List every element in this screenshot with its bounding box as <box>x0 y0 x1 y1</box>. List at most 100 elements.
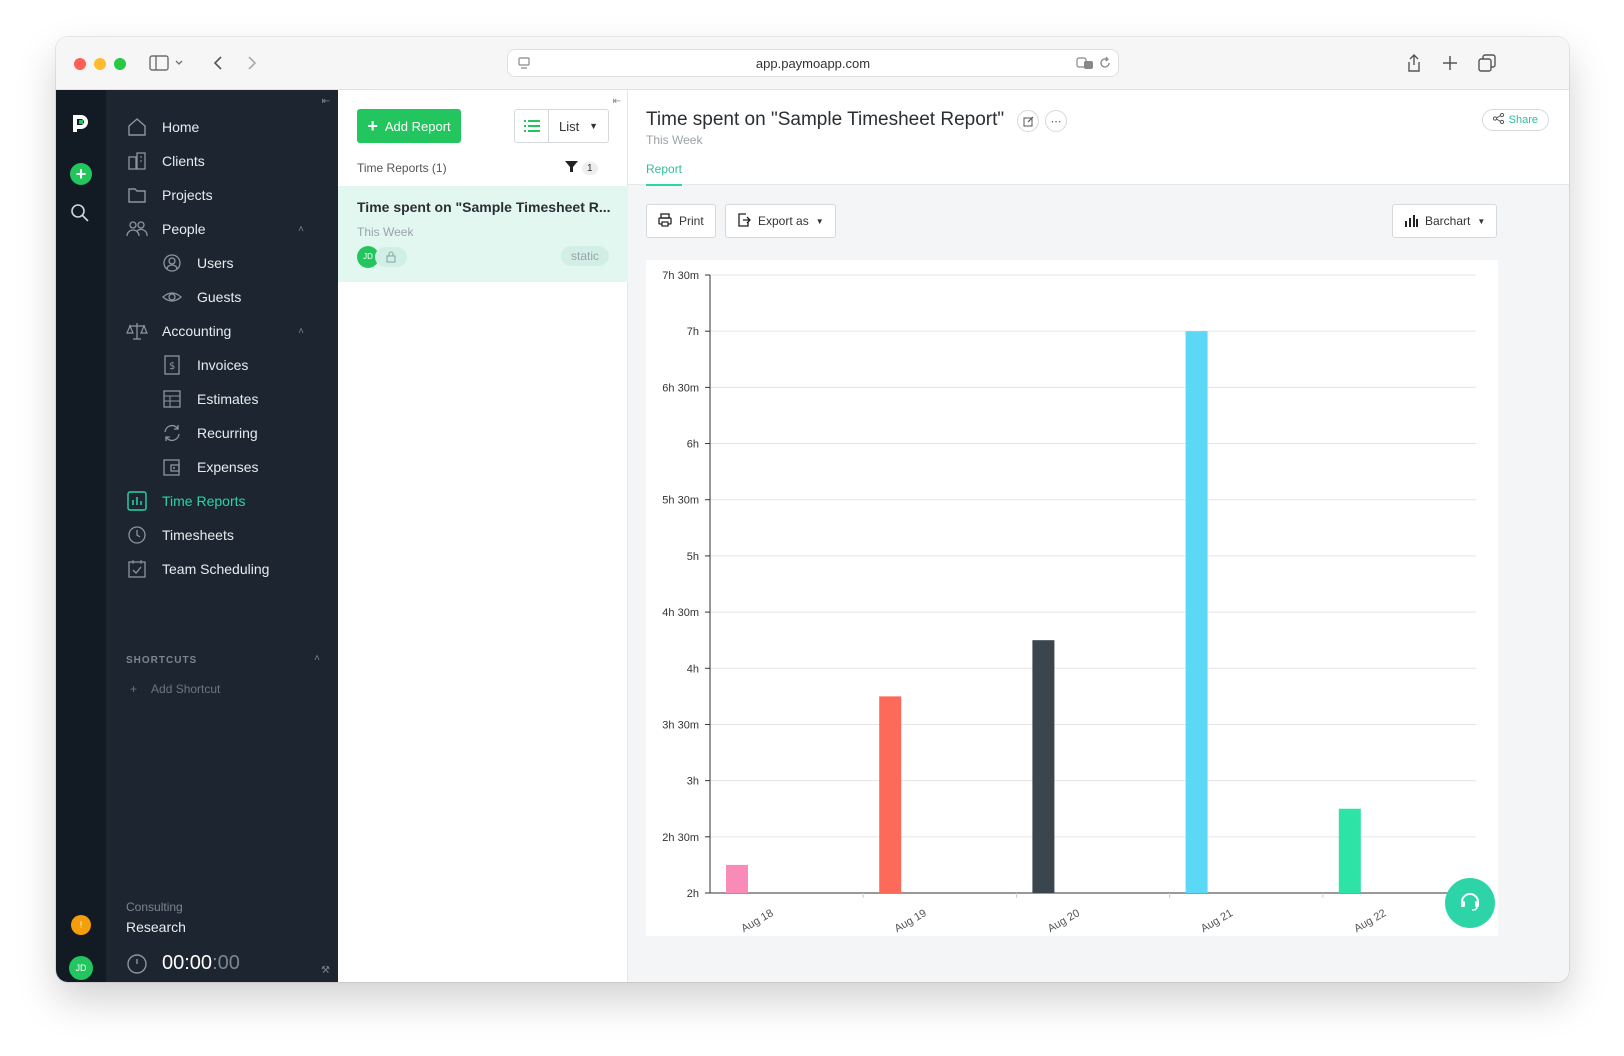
eye-icon <box>161 286 183 308</box>
share-button[interactable]: Share <box>1481 109 1549 131</box>
reports-list-panel: ⇤ + Add Report List ▼ Time Reports (1) 1… <box>338 90 628 982</box>
nav-item-label: Home <box>162 119 200 135</box>
minimize-window-button[interactable] <box>94 58 106 70</box>
share-page-icon[interactable] <box>1403 51 1425 75</box>
tracker-project[interactable]: Consulting <box>126 900 183 914</box>
add-shortcut-label: Add Shortcut <box>151 682 221 696</box>
icon-rail: + ! JD <box>56 90 106 982</box>
y-tick-label: 6h <box>687 439 699 451</box>
x-tick-label: Aug 18 <box>739 907 775 935</box>
filter-button[interactable]: 1 <box>565 160 598 176</box>
translate-icon[interactable] <box>1076 56 1094 73</box>
chart-container: 2h 2h 30m 3h 3h 30m 4h 4h 30m 5h 5h 30m 6h 6h 30m… <box>646 260 1498 936</box>
nav-item-label: People <box>162 221 206 237</box>
export-icon <box>737 212 751 230</box>
add-report-button[interactable]: + Add Report <box>357 109 461 143</box>
quick-add-button[interactable]: + <box>70 163 92 185</box>
browser-toolbar: app.paymoapp.com <box>56 37 1569 90</box>
nav-item-recurring[interactable]: Recurring <box>161 420 258 446</box>
nav-item-label: Projects <box>162 187 213 203</box>
print-label: Print <box>679 214 704 228</box>
nav-item-home[interactable]: Home <box>126 114 199 140</box>
page-info-icon[interactable] <box>517 56 531 73</box>
nav-item-invoices[interactable]: $ Invoices <box>161 352 248 378</box>
time-tracker[interactable]: 00:00:00 <box>126 952 240 975</box>
sidebar-toggle-icon[interactable] <box>148 51 186 75</box>
stopwatch-icon[interactable] <box>126 953 148 975</box>
tab-overview-icon[interactable] <box>1476 51 1498 75</box>
nav-item-label: Expenses <box>197 459 259 475</box>
address-bar[interactable]: app.paymoapp.com <box>507 49 1119 77</box>
nav-item-people[interactable]: People ˄ <box>126 216 322 242</box>
x-tick-label: Aug 20 <box>1046 907 1082 935</box>
nav-item-timesheets[interactable]: Timesheets <box>126 522 234 548</box>
report-list-item[interactable]: Time spent on "Sample Timesheet R... Thi… <box>338 186 628 282</box>
caret-down-icon: ▼ <box>1477 216 1486 226</box>
nav-item-label: Users <box>197 255 234 271</box>
back-icon[interactable] <box>208 51 228 75</box>
collapse-list-icon[interactable]: ⇤ <box>612 96 621 107</box>
paymo-logo-icon[interactable] <box>69 111 93 135</box>
x-tick-label: Aug 21 <box>1199 907 1235 935</box>
nav-item-projects[interactable]: Projects <box>126 182 213 208</box>
edit-icon[interactable] <box>1017 110 1039 132</box>
export-dropdown[interactable]: Export as ▼ <box>725 204 836 238</box>
nav-item-users[interactable]: Users <box>161 250 234 276</box>
view-mode-select[interactable]: List ▼ <box>514 109 609 143</box>
bar-chart-icon <box>1404 213 1418 230</box>
more-options-icon[interactable]: ⋯ <box>1045 110 1067 132</box>
nav-item-label: Recurring <box>197 425 258 441</box>
nav-item-clients[interactable]: Clients <box>126 148 205 174</box>
share-icon <box>1492 112 1504 127</box>
report-period: This Week <box>357 225 414 239</box>
nav-item-team-scheduling[interactable]: Team Scheduling <box>126 556 269 582</box>
forward-icon[interactable] <box>242 51 262 75</box>
funnel-icon <box>565 160 578 176</box>
search-icon[interactable] <box>70 203 90 228</box>
y-tick-label: 4h <box>687 663 699 675</box>
filter-count: 1 <box>582 161 598 175</box>
bar <box>1185 331 1208 893</box>
printer-icon <box>658 212 672 230</box>
invoice-icon: $ <box>161 354 183 376</box>
nav-item-label: Timesheets <box>162 527 234 543</box>
notification-badge[interactable]: ! <box>71 915 91 935</box>
bar <box>879 696 902 893</box>
page-subtitle: This Week <box>646 133 703 147</box>
tab-report[interactable]: Report <box>646 162 683 186</box>
chevron-up-icon[interactable]: ˄ <box>298 325 304 337</box>
user-avatar[interactable]: JD <box>69 956 93 980</box>
user-icon <box>161 252 183 274</box>
report-title: Time spent on "Sample Timesheet R... <box>357 199 611 215</box>
help-chat-button[interactable] <box>1445 878 1495 928</box>
page-title: Time spent on "Sample Timesheet Report" <box>646 109 1005 130</box>
zoom-window-button[interactable] <box>114 58 126 70</box>
owner-avatar: JD <box>357 246 379 268</box>
add-shortcut-button[interactable]: + Add Shortcut <box>130 682 220 696</box>
tracker-task[interactable]: Research <box>126 919 186 935</box>
timer-value: 00:00 <box>162 952 213 974</box>
close-window-button[interactable] <box>74 58 86 70</box>
collapse-nav-icon[interactable]: ⇤ <box>321 96 330 107</box>
nav-item-time-reports[interactable]: Time Reports <box>126 488 246 514</box>
nav-item-estimates[interactable]: Estimates <box>161 386 258 412</box>
print-button[interactable]: Print <box>646 204 716 238</box>
wallet-icon <box>161 456 183 478</box>
x-tick-label: Aug 22 <box>1352 907 1388 935</box>
chevron-up-icon[interactable]: ˄ <box>298 223 304 235</box>
nav-item-accounting[interactable]: Accounting ˄ <box>126 318 322 344</box>
list-view-icon[interactable] <box>515 110 549 142</box>
url-text[interactable]: app.paymoapp.com <box>755 55 871 71</box>
new-tab-icon[interactable] <box>1439 51 1461 75</box>
bar-chart: 2h 2h 30m 3h 3h 30m 4h 4h 30m 5h 5h 30m 6h 6h 30m… <box>662 270 1477 935</box>
nav-item-label: Time Reports <box>162 493 246 509</box>
timer-seconds: :00 <box>212 952 240 974</box>
reload-icon[interactable] <box>1098 56 1112 73</box>
shortcuts-heading: SHORTCUTS <box>126 655 198 666</box>
nav-item-guests[interactable]: Guests <box>161 284 241 310</box>
chevron-up-icon[interactable]: ˄ <box>314 653 320 664</box>
nav-item-expenses[interactable]: Expenses <box>161 454 258 480</box>
wrench-icon[interactable]: ⚒ <box>321 965 330 976</box>
chart-type-dropdown[interactable]: Barchart ▼ <box>1392 204 1498 238</box>
caret-down-icon: ▼ <box>815 216 824 226</box>
